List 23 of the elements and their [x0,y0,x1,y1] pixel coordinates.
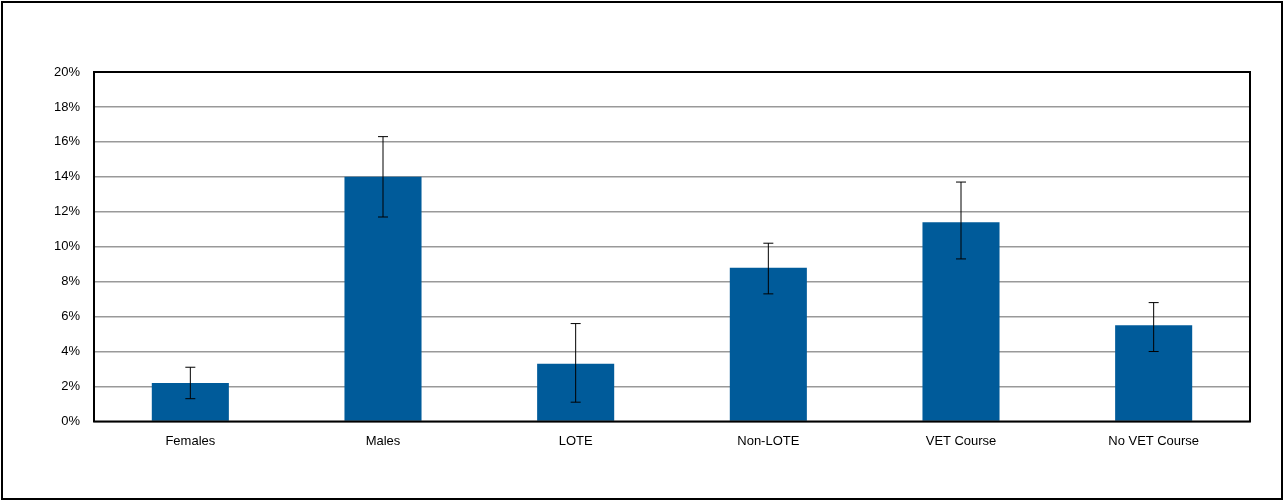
x-tick-label: Males [365,432,401,448]
bar [1115,325,1193,421]
bar [151,382,229,421]
y-tick-label: 2% [61,378,81,394]
y-tick-label: 12% [53,203,81,219]
y-tick-label: 20% [53,63,81,79]
y-tick-label: 8% [61,273,81,289]
y-tick-label: 0% [61,412,81,428]
bar [537,363,615,421]
y-tick-label: 4% [61,343,81,359]
y-tick-label: 18% [53,98,81,114]
y-tick-label: 10% [53,238,81,254]
bar [922,222,1000,421]
y-tick-label: 16% [53,133,81,149]
x-tick-label: Females [165,432,216,448]
y-tick-label: 6% [61,308,81,324]
bar [344,176,422,421]
x-tick-label: Non-LOTE [737,432,800,448]
x-tick-label: LOTE [558,432,593,448]
bar [729,267,807,421]
x-tick-label: VET Course [925,432,997,448]
y-tick-label: 14% [53,168,81,184]
x-tick-label: No VET Course [1108,432,1200,448]
